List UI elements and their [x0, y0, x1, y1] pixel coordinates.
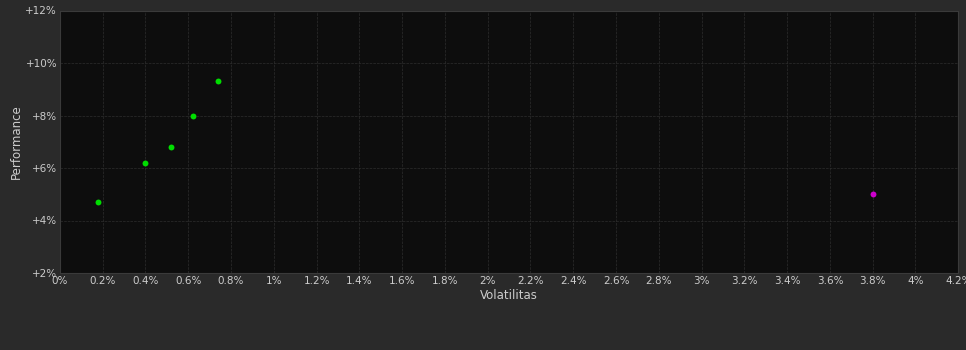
Point: [91, 199, 106, 205]
Point: [138, 160, 154, 166]
Point: [211, 79, 226, 84]
Point: [185, 113, 200, 118]
X-axis label: Volatilitas: Volatilitas: [480, 288, 538, 302]
Y-axis label: Performance: Performance: [10, 104, 22, 179]
Point: [865, 191, 880, 197]
Point: [163, 144, 179, 150]
